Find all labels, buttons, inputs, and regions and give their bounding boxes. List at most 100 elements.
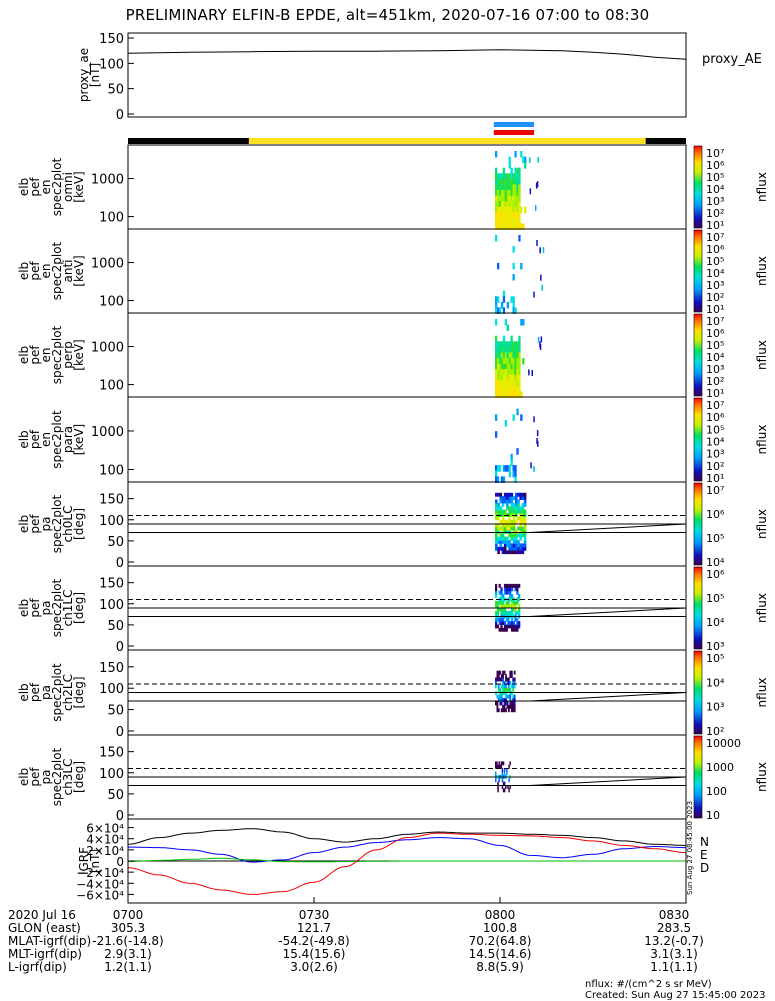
spectrogram-cell: [518, 374, 521, 382]
footer-value: 0800: [484, 908, 516, 922]
spectrogram-cell: [510, 369, 513, 376]
spectrogram-cell: [503, 701, 506, 706]
spectrogram-cell: [514, 307, 517, 314]
spectrogram-cell: [508, 385, 511, 393]
spectrogram-cell: [495, 391, 498, 398]
spectrogram-cell: [514, 341, 517, 348]
spectrogram-cell: [499, 764, 501, 769]
spectrogram-cell: [518, 173, 521, 180]
spectrogram-cell: [508, 778, 510, 783]
spectrogram-cell: [506, 499, 509, 504]
spectrogram-cell: [502, 190, 506, 197]
spectrogram-cell: [505, 604, 508, 609]
spectrogram-cell: [507, 583, 510, 588]
spectrogram-cell: [500, 604, 503, 609]
spectrogram-cell: [496, 604, 499, 609]
spectrogram-cell: [497, 173, 500, 180]
spectrogram-cell: [497, 201, 500, 208]
spectrogram-cell: [502, 173, 506, 180]
spectrogram-cell: [517, 502, 520, 507]
spectrogram-cell: [498, 583, 501, 588]
spectrogram-cell: [510, 533, 514, 538]
spectrogram-cell: [510, 513, 514, 517]
spectrogram-cell: [518, 358, 521, 365]
spectrogram-cell: [516, 391, 519, 398]
colorbar-tick-label: 10⁶: [706, 411, 725, 424]
y-axis-label: pa: [39, 685, 53, 700]
footer-value: 8.8(5.9): [476, 960, 524, 974]
panel-frame: [127, 312, 687, 398]
pa-tick-label: 150: [99, 661, 124, 676]
spectrogram-cell: [503, 529, 507, 534]
spectrogram-cell: [537, 156, 539, 163]
colorbar-tick-label: 10⁴: [706, 616, 725, 629]
spectrogram-cell: [536, 181, 539, 188]
spectrogram-cell: [521, 492, 525, 497]
spectrogram-cell: [497, 540, 500, 544]
spectrogram-cell: [510, 358, 513, 365]
colorbar-tick-label: 10³: [706, 195, 724, 208]
spectrogram-cell: [495, 212, 498, 219]
colorbar-tick-label: 10¹: [706, 472, 724, 485]
y-axis-label: ch3LC: [61, 759, 75, 796]
colorbar-tick-label: 10⁴: [706, 351, 725, 364]
spectrogram-cell: [512, 363, 515, 371]
spectrogram-cell: [496, 607, 499, 612]
spectrogram-cell: [512, 523, 516, 528]
spectrogram-cell: [513, 698, 516, 702]
spectrogram-cell: [516, 611, 519, 615]
y-axis-label: ch2LC: [61, 674, 75, 711]
spectrogram-cell: [495, 536, 498, 541]
spectrogram-cell: [502, 674, 504, 678]
spectrogram-cell: [496, 617, 499, 622]
spectrogram-cell: [521, 506, 525, 511]
spectrogram-cell: [509, 785, 511, 789]
spectrogram-cell: [502, 201, 506, 208]
spectrogram-cell: [509, 583, 512, 588]
spectrogram-cell: [497, 670, 500, 675]
spectrogram-cell: [519, 543, 522, 548]
colorbar-tick-label: 10⁷: [706, 147, 724, 160]
spectrogram-cell: [521, 529, 525, 534]
spectrogram-cell: [516, 621, 519, 625]
spectrogram-cell: [500, 301, 504, 309]
pa-tick-label: 0: [116, 556, 124, 571]
igrf-legend-e: E: [700, 848, 708, 862]
spectrogram-cell: [523, 502, 527, 507]
pa-trend-line: [530, 523, 687, 533]
spectrogram-cell: [510, 704, 513, 709]
spectrogram-cell: [510, 206, 513, 214]
spectrogram-cell: [502, 369, 506, 376]
spectrogram-cell: [495, 604, 498, 609]
spectrogram-cell: [514, 385, 517, 393]
spectrogram-cell: [516, 369, 519, 376]
spectrogram-cell: [500, 701, 503, 706]
proxy-ae-legend: proxy_AE: [702, 52, 762, 67]
colorbar-tick-label: 10⁵: [706, 255, 724, 268]
igrf-tick-label: −2×10⁴: [76, 866, 124, 880]
spectrogram-cell: [501, 533, 505, 538]
spectrogram-cell: [505, 694, 507, 699]
spectrogram-cell: [512, 536, 516, 541]
spectrogram-cell: [510, 341, 513, 348]
spectrogram-cell: [514, 212, 517, 219]
spectrogram-cell: [500, 341, 504, 348]
spectrogram-cell: [501, 546, 505, 551]
spectrogram-cell: [503, 513, 507, 517]
spectrogram-cell: [505, 611, 508, 615]
spectrogram-cell: [499, 533, 503, 538]
spectrogram-cell: [506, 212, 509, 219]
spectrogram-cell: [508, 687, 510, 692]
spectrogram-cell: [503, 536, 507, 541]
y-axis-label: [keV]: [72, 255, 86, 286]
spectrogram-cell: [506, 771, 508, 776]
spectrogram-cell: [518, 206, 521, 214]
colorbar-tick-label: 10¹: [706, 387, 724, 400]
spectrogram-cell: [510, 509, 514, 514]
spectrogram-cell: [502, 195, 506, 203]
spectrogram-cell: [495, 778, 497, 783]
pa-spectrogram-6: [495, 583, 521, 632]
spectrogram-cell: [500, 677, 503, 682]
spectrogram-cell: [519, 546, 522, 551]
spectrogram-cell: [499, 526, 503, 531]
